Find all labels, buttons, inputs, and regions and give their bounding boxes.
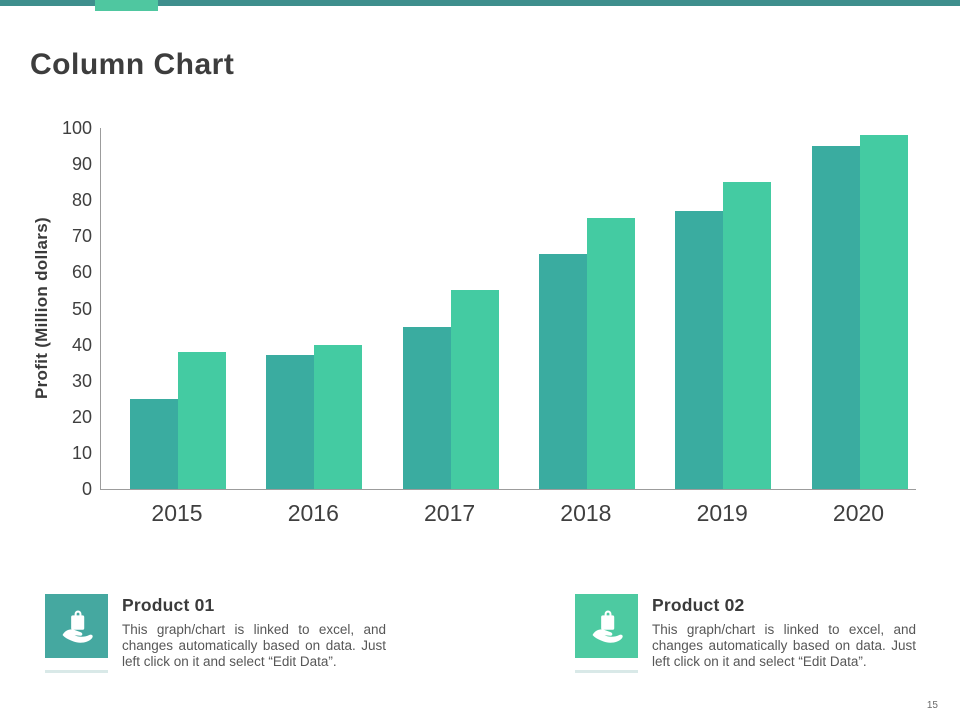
bar-product-02-2016[interactable] bbox=[314, 344, 363, 489]
top-accent-bar bbox=[0, 0, 960, 6]
y-tick-label: 10 bbox=[71, 442, 92, 463]
x-axis-label-2015: 2015 bbox=[151, 500, 203, 526]
legend-description: This graph/chart is linked to excel, and… bbox=[122, 622, 386, 669]
y-tick-label: 90 bbox=[71, 154, 92, 175]
bar-product-02-2020[interactable] bbox=[859, 135, 908, 489]
y-tick-label: 40 bbox=[71, 334, 92, 355]
y-tick-label: 0 bbox=[81, 479, 92, 499]
bar-product-02-2017[interactable] bbox=[450, 290, 499, 489]
top-accent-tab bbox=[95, 0, 158, 11]
bar-product-01-2015[interactable] bbox=[130, 398, 178, 489]
bar-product-01-2019[interactable] bbox=[675, 211, 724, 489]
hand-holding-bag-icon bbox=[575, 594, 638, 658]
x-axis-label-2020: 2020 bbox=[832, 500, 885, 526]
bar-product-02-2019[interactable] bbox=[723, 182, 772, 489]
bar-product-02-2015[interactable] bbox=[178, 351, 226, 489]
bar-group-2015 bbox=[130, 128, 226, 489]
bar-group-2016 bbox=[266, 128, 363, 489]
legend-title: Product 01 bbox=[122, 595, 215, 615]
y-tick-label: 50 bbox=[71, 298, 92, 319]
bar-group-2020 bbox=[811, 128, 908, 489]
x-axis-label-2019: 2019 bbox=[696, 500, 748, 526]
bar-product-02-2018[interactable] bbox=[586, 218, 635, 489]
y-tick-label: 20 bbox=[71, 406, 92, 427]
plot-area[interactable] bbox=[100, 128, 916, 490]
icon-shadow bbox=[45, 670, 108, 673]
page-title: Column Chart bbox=[30, 48, 235, 82]
legend-card-product-01: Product 01 This graph/chart is linked to… bbox=[45, 594, 445, 684]
icon-shadow bbox=[575, 670, 638, 673]
bar-group-2018 bbox=[538, 128, 635, 489]
legend-description: This graph/chart is linked to excel, and… bbox=[652, 622, 916, 669]
x-axis-label-2016: 2016 bbox=[287, 500, 339, 526]
bar-product-01-2016[interactable] bbox=[266, 355, 315, 489]
x-axis-label-2017: 2017 bbox=[424, 500, 476, 526]
y-tick-label: 30 bbox=[71, 370, 92, 391]
y-tick-label: 100 bbox=[61, 118, 92, 138]
hand-holding-bag-icon bbox=[45, 594, 108, 658]
x-axis-labels: 2015 2016 2017 2018 2019 2020 bbox=[100, 500, 915, 534]
bar-group-2019 bbox=[675, 128, 772, 489]
bar-product-01-2020[interactable] bbox=[811, 146, 860, 489]
bar-product-01-2018[interactable] bbox=[538, 254, 587, 489]
x-axis-label-2018: 2018 bbox=[560, 500, 612, 526]
y-tick-label: 60 bbox=[71, 262, 92, 283]
bar-product-01-2017[interactable] bbox=[402, 326, 451, 489]
bar-group-2017 bbox=[402, 128, 499, 489]
y-tick-label: 70 bbox=[71, 226, 92, 247]
legend-title: Product 02 bbox=[652, 595, 745, 615]
page-number: 15 bbox=[926, 700, 938, 711]
y-tick-label: 80 bbox=[71, 190, 92, 211]
y-axis-ticks: 0 10 20 30 40 50 60 70 80 90 100 bbox=[40, 118, 92, 499]
legend-card-product-02: Product 02 This graph/chart is linked to… bbox=[575, 594, 960, 684]
